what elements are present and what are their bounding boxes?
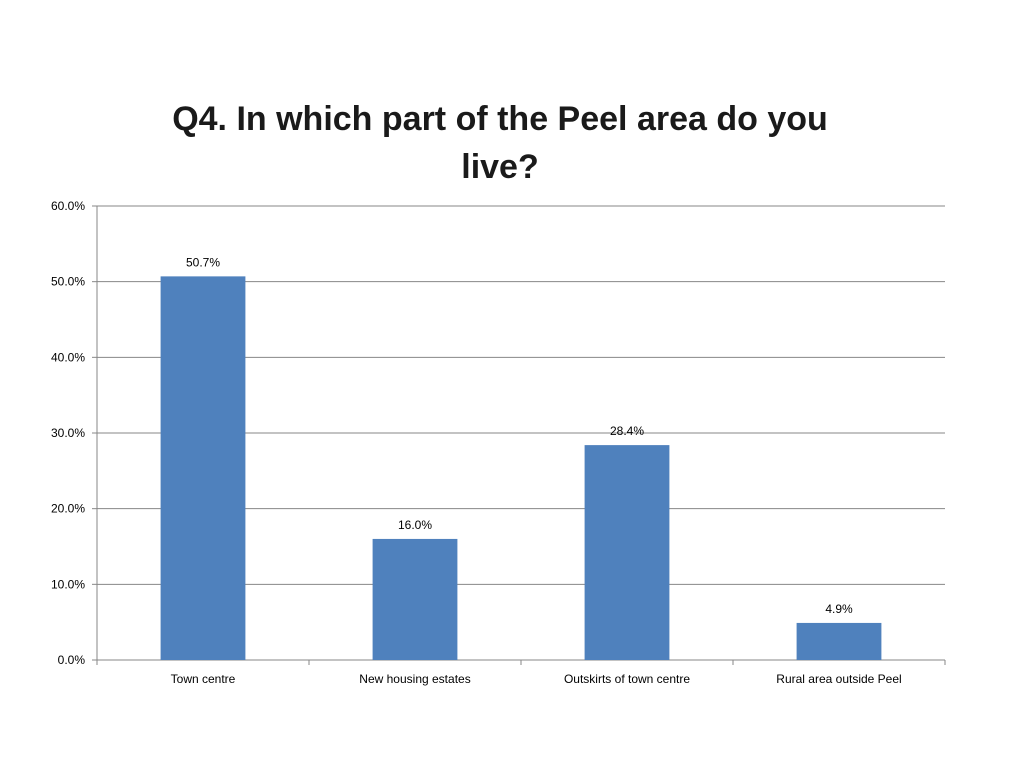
bars [160,276,882,660]
x-tick-label: Rural area outside Peel [776,672,901,686]
bar [372,538,458,660]
x-tick-label: Outskirts of town centre [564,672,690,686]
y-tick-label: 30.0% [51,426,85,440]
data-labels: 50.7% 16.0% 28.4% 4.9% [186,255,853,616]
data-label: 16.0% [398,518,432,532]
chart-title: Q4. In which part of the Peel area do yo… [172,100,828,186]
data-label: 50.7% [186,255,220,269]
y-tick-label: 40.0% [51,350,85,364]
y-tick-label: 20.0% [51,502,85,516]
data-label: 28.4% [610,424,644,438]
bar [160,276,246,660]
x-tick-label: New housing estates [359,672,470,686]
x-tick-label: Town centre [171,672,236,686]
y-tick-label: 10.0% [51,577,85,591]
y-tick-label: 0.0% [58,653,86,667]
axes: 0.0% 10.0% 20.0% 30.0% 40.0% 50.0% 60.0% Town c… [51,199,946,686]
bar [796,622,882,660]
data-label: 4.9% [825,602,853,616]
bar [584,445,670,660]
y-tick-label: 50.0% [51,275,85,289]
y-tick-label: 60.0% [51,199,85,213]
